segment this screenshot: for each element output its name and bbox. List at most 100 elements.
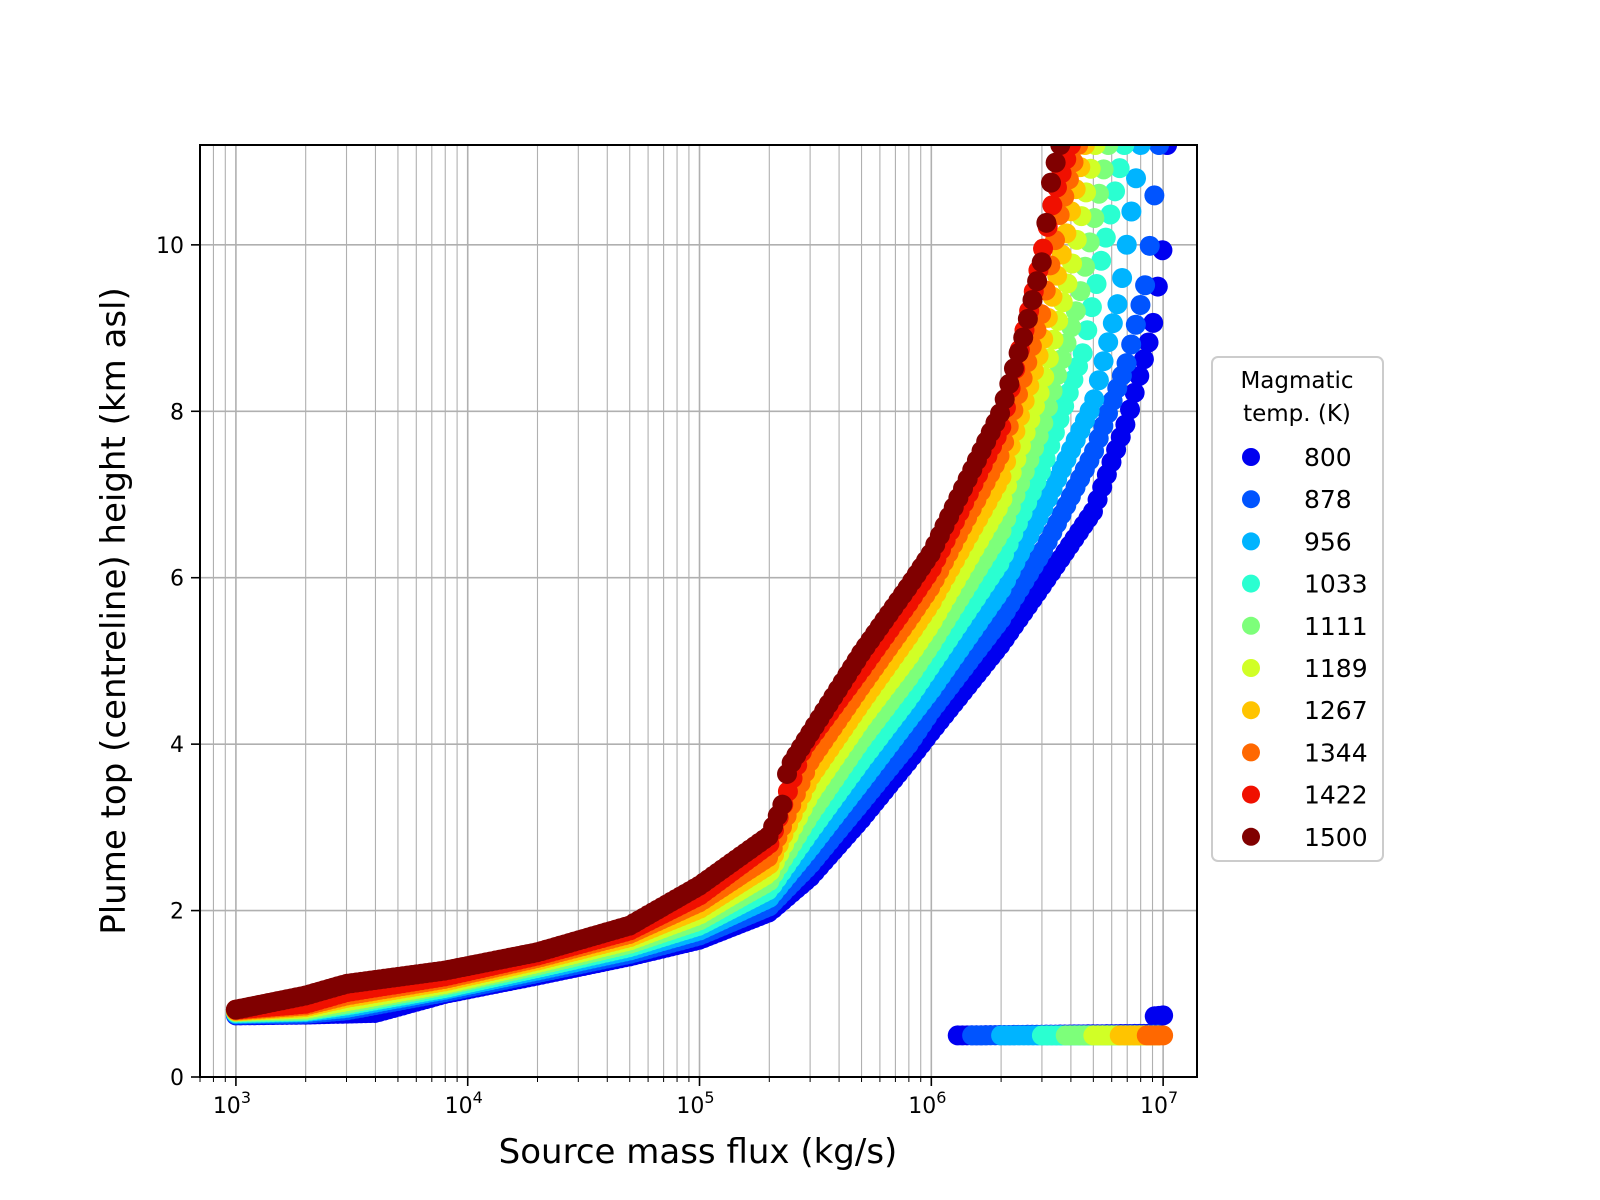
legend-label-1111: 1111 bbox=[1304, 612, 1368, 641]
legend-frame bbox=[1211, 356, 1384, 862]
legend-marker-1500 bbox=[1242, 827, 1260, 846]
data-point-1033 bbox=[1105, 181, 1126, 202]
x-tick-label: 105 bbox=[676, 1088, 714, 1119]
data-point-956 bbox=[1098, 332, 1119, 353]
data-point-1033 bbox=[1077, 320, 1098, 341]
legend-title-line-2: temp. (K) bbox=[1243, 401, 1351, 427]
data-point-878 bbox=[1130, 294, 1151, 315]
x-tick-label: 107 bbox=[1140, 1088, 1178, 1119]
legend-entries: 800 878 956 1033 1111 1189 1267 1344 1422 1500 bbox=[1242, 443, 1368, 852]
data-point-1500 bbox=[1050, 145, 1071, 155]
legend-label-800: 800 bbox=[1304, 443, 1352, 472]
data-point-878 bbox=[1139, 235, 1160, 256]
data-point-1500 bbox=[1036, 212, 1057, 233]
legend-label-1344: 1344 bbox=[1304, 738, 1368, 767]
legend-label-956: 956 bbox=[1304, 527, 1352, 556]
data-point-1500 bbox=[1013, 327, 1034, 348]
x-tick-exponent: 3 bbox=[241, 1088, 251, 1107]
data-point-956 bbox=[1130, 145, 1151, 155]
data-point-1033 bbox=[1095, 227, 1116, 248]
x-axis-title: Source mass flux (kg/s) bbox=[499, 1132, 898, 1172]
data-point-1500 bbox=[1027, 271, 1048, 292]
y-tick-label: 0 bbox=[170, 1066, 184, 1091]
legend: Magmatic temp. (K) 800 878 956 1033 1111 1189… bbox=[1211, 356, 1384, 862]
data-point-800 bbox=[1129, 365, 1150, 386]
legend-label-1267: 1267 bbox=[1304, 696, 1368, 725]
data-point-1500 bbox=[1031, 252, 1052, 273]
data-points bbox=[225, 145, 1178, 1046]
y-tick-label: 4 bbox=[170, 733, 184, 758]
data-point-1500 bbox=[1003, 358, 1024, 379]
legend-marker-1422 bbox=[1242, 785, 1260, 804]
legend-marker-956 bbox=[1242, 532, 1260, 551]
data-point-800 bbox=[1153, 1005, 1174, 1026]
data-point-1033 bbox=[1109, 158, 1130, 179]
legend-label-878: 878 bbox=[1304, 485, 1352, 514]
data-point-1500 bbox=[1041, 172, 1062, 193]
data-point-1500 bbox=[1022, 289, 1043, 310]
y-tick-label: 6 bbox=[170, 567, 184, 592]
data-point-878 bbox=[1116, 353, 1137, 374]
data-point-878 bbox=[1149, 145, 1170, 155]
data-point-800 bbox=[1138, 332, 1159, 353]
data-point-1500 bbox=[772, 794, 793, 815]
x-tick-exponent: 4 bbox=[473, 1088, 483, 1107]
plot-frame bbox=[199, 144, 1198, 1078]
y-tick-label: 10 bbox=[156, 234, 184, 259]
data-point-956 bbox=[1107, 294, 1128, 315]
x-tick-label: 106 bbox=[908, 1088, 946, 1119]
legend-marker-1111 bbox=[1242, 616, 1260, 635]
data-point-878 bbox=[1144, 185, 1165, 206]
data-point-878 bbox=[1125, 314, 1146, 335]
data-point-956 bbox=[1112, 267, 1133, 288]
x-tick-label: 104 bbox=[445, 1088, 483, 1119]
data-point-1344 bbox=[1153, 1025, 1174, 1046]
legend-label-1422: 1422 bbox=[1304, 781, 1368, 810]
legend-title-line-1: Magmatic bbox=[1240, 368, 1353, 394]
data-point-956 bbox=[1084, 389, 1105, 410]
legend-marker-1267 bbox=[1242, 701, 1260, 720]
data-point-800 bbox=[1133, 349, 1154, 370]
axis-ticks: 0 2 4 6 8 10 103 104 105 106 107 bbox=[156, 234, 1178, 1119]
data-point-956 bbox=[1102, 313, 1123, 334]
data-point-956 bbox=[1126, 168, 1147, 189]
y-tick-label: 8 bbox=[170, 400, 184, 425]
data-point-1500 bbox=[1045, 152, 1066, 173]
legend-marker-878 bbox=[1242, 490, 1260, 509]
legend-label-1033: 1033 bbox=[1304, 570, 1368, 599]
x-tick-label: 103 bbox=[213, 1088, 251, 1119]
data-point-800 bbox=[1124, 382, 1145, 403]
data-point-1500 bbox=[1008, 342, 1029, 363]
legend-label-1189: 1189 bbox=[1304, 654, 1368, 683]
legend-marker-1033 bbox=[1242, 574, 1260, 593]
data-point-1033 bbox=[1100, 204, 1121, 225]
data-point-878 bbox=[1121, 334, 1142, 355]
legend-marker-1344 bbox=[1242, 743, 1260, 762]
data-point-1033 bbox=[1114, 145, 1135, 155]
data-point-1033 bbox=[1086, 273, 1107, 294]
data-point-956 bbox=[1116, 234, 1137, 255]
data-point-1033 bbox=[1091, 250, 1112, 271]
data-point-956 bbox=[1088, 370, 1109, 391]
y-tick-label: 2 bbox=[170, 900, 184, 925]
data-point-1422 bbox=[1042, 195, 1063, 216]
data-point-1500 bbox=[994, 389, 1015, 410]
data-point-1033 bbox=[1081, 297, 1102, 318]
data-point-800 bbox=[1115, 414, 1136, 435]
data-point-1500 bbox=[1017, 308, 1038, 329]
data-point-1033 bbox=[1072, 343, 1093, 364]
x-tick-exponent: 5 bbox=[704, 1088, 714, 1107]
data-point-800 bbox=[1120, 399, 1141, 420]
data-point-956 bbox=[1093, 351, 1114, 372]
y-axis-title: Plume top (centreline) height (km asl) bbox=[94, 287, 134, 935]
x-tick-exponent: 7 bbox=[1168, 1088, 1178, 1107]
data-point-800 bbox=[1143, 312, 1164, 333]
data-point-878 bbox=[1135, 275, 1156, 296]
data-point-956 bbox=[1121, 201, 1142, 222]
legend-marker-1189 bbox=[1242, 659, 1260, 677]
legend-marker-800 bbox=[1242, 448, 1260, 466]
legend-label-1500: 1500 bbox=[1304, 823, 1368, 852]
data-point-1500 bbox=[999, 373, 1020, 394]
x-tick-exponent: 6 bbox=[936, 1088, 946, 1107]
